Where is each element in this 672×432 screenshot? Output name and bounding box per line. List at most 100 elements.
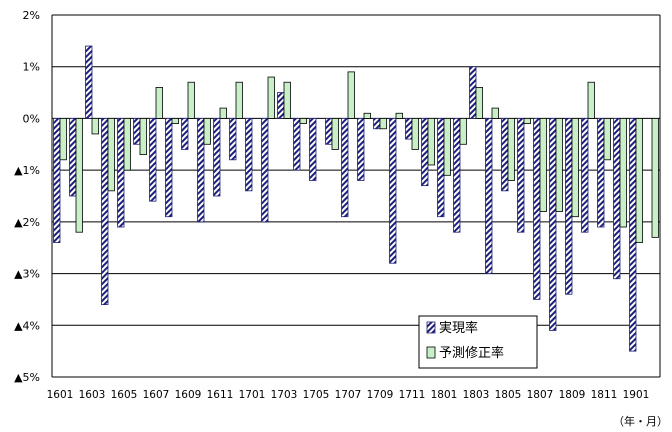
bar-forecast <box>107 118 115 192</box>
bars <box>53 45 659 352</box>
bar-forecast <box>603 118 611 161</box>
bar-actual <box>69 118 77 197</box>
x-tick-label: 1601 <box>47 389 74 401</box>
bar-forecast <box>203 118 211 145</box>
bar-actual <box>389 118 397 264</box>
bar-forecast <box>219 107 227 119</box>
bar-actual <box>197 118 205 223</box>
bar-forecast <box>427 118 435 166</box>
bar-forecast <box>651 118 659 238</box>
x-tick-label: 1611 <box>207 389 234 401</box>
legend-swatch-actual <box>426 321 436 334</box>
bar-forecast <box>491 107 499 119</box>
bar-forecast <box>299 118 307 125</box>
x-tick-label: 1607 <box>143 389 170 401</box>
bar-actual <box>357 118 365 181</box>
y-tick-label: ▲2% <box>14 216 40 229</box>
bar-forecast <box>587 81 595 119</box>
x-tick-label: 1603 <box>79 389 106 401</box>
bar-forecast <box>571 118 579 218</box>
x-tick-label: 1803 <box>463 389 490 401</box>
x-tick-label: 1805 <box>495 389 522 401</box>
legend-label-forecast: 予測修正率 <box>439 345 504 361</box>
legend-label-actual: 実現率 <box>439 320 478 336</box>
bar-forecast <box>187 81 195 119</box>
bar-actual <box>149 118 157 202</box>
bar-forecast <box>347 71 355 119</box>
bar-forecast <box>539 118 547 212</box>
bar-actual <box>181 118 189 150</box>
bar-actual <box>277 92 285 119</box>
bar-actual <box>229 118 237 161</box>
bar-forecast <box>379 118 387 130</box>
bar-actual <box>245 118 253 192</box>
bar-forecast <box>59 118 67 161</box>
bar-actual <box>405 118 413 140</box>
bar-forecast <box>619 118 627 228</box>
y-tick-label: ▲1% <box>14 164 40 177</box>
unit-label: （年・月） <box>613 414 668 428</box>
x-tick-label: 1707 <box>335 389 362 401</box>
bar-actual <box>597 118 605 228</box>
y-tick-label: ▲5% <box>14 371 40 384</box>
bar-actual <box>565 118 573 295</box>
bar-actual <box>453 118 461 233</box>
bar-actual <box>517 118 525 233</box>
legend: 実現率 予測修正率 <box>418 315 538 369</box>
bar-forecast <box>363 112 371 119</box>
bar-forecast <box>331 118 339 150</box>
y-tick-label: 2% <box>23 9 40 22</box>
bar-forecast <box>507 118 515 181</box>
bar-actual <box>485 118 493 274</box>
bar-actual <box>613 118 621 280</box>
x-tick-label: 1709 <box>367 389 394 401</box>
x-tick-label: 1701 <box>239 389 266 401</box>
bar-actual <box>117 118 125 228</box>
bar-actual <box>469 66 477 119</box>
legend-box <box>418 315 538 369</box>
bar-forecast <box>523 118 531 125</box>
legend-swatch-forecast <box>426 346 436 359</box>
bar-actual <box>629 118 637 352</box>
y-tick-label: ▲3% <box>14 268 40 281</box>
bar-actual <box>213 118 221 197</box>
bar-forecast <box>283 81 291 119</box>
bar-forecast <box>75 118 83 233</box>
y-tick-label: 1% <box>23 61 40 74</box>
bar-actual <box>437 118 445 218</box>
x-tick-label: 1605 <box>111 389 138 401</box>
x-tick-label: 1703 <box>271 389 298 401</box>
x-tick-label: 1809 <box>559 389 586 401</box>
bar-actual <box>101 118 109 306</box>
bar-forecast <box>475 87 483 119</box>
bar-forecast <box>635 118 643 243</box>
x-axis-ticks: 1601 1603 1605 1607 1609 1611 1701 1703 1705 1707… <box>47 389 650 401</box>
bar-forecast <box>155 87 163 119</box>
x-tick-label: 1811 <box>591 389 618 401</box>
bar-forecast <box>123 118 131 171</box>
bar-actual <box>501 118 509 192</box>
x-tick-label: 1609 <box>175 389 202 401</box>
x-tick-label: 1801 <box>431 389 458 401</box>
x-tick-label: 1901 <box>623 389 650 401</box>
bar-actual <box>309 118 317 181</box>
x-tick-label: 1711 <box>399 389 426 401</box>
bar-actual <box>549 118 557 331</box>
bar-actual <box>261 118 269 223</box>
bar-actual <box>581 118 589 233</box>
bar-actual <box>533 118 541 300</box>
bar-forecast <box>139 118 147 156</box>
bar-forecast <box>171 118 179 125</box>
bar-forecast <box>91 118 99 135</box>
bar-forecast <box>443 118 451 176</box>
bar-actual <box>421 118 429 187</box>
bar-actual <box>165 118 173 218</box>
bar-actual <box>53 118 61 243</box>
bar-forecast <box>459 118 467 145</box>
bar-actual <box>85 45 93 119</box>
bar-actual <box>373 118 381 130</box>
y-axis-ticks: 2% 1% 0% ▲1% ▲2% ▲3% ▲4% ▲5% <box>14 9 40 384</box>
bar-forecast <box>267 76 275 119</box>
bar-forecast <box>411 118 419 150</box>
